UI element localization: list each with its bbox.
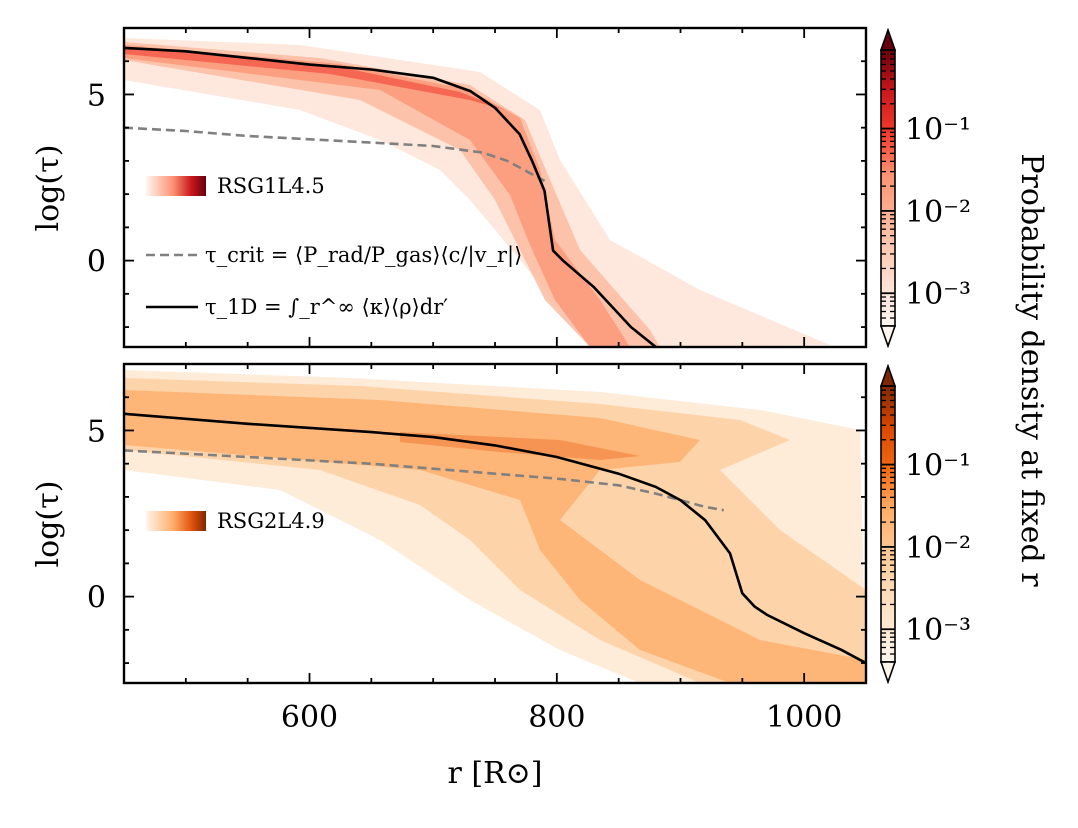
colorbar-bottom-tick-label: 10⁻³ xyxy=(905,613,971,648)
legend-swatch-rsg2 xyxy=(146,511,206,531)
legend-label-tcrit: τ_crit = ⟨P_rad/P_gas⟩⟨c/|v_r|⟩ xyxy=(205,243,522,268)
legend-label-rsg1: RSG1L4.5 xyxy=(217,174,325,198)
xtick-label: 600 xyxy=(281,700,338,735)
colorbar-bottom-extend-max xyxy=(879,363,897,387)
colorbar-top-tick-label: 10⁻² xyxy=(905,195,971,230)
xtick-label: 1000 xyxy=(766,700,842,735)
colorbar-bottom-body xyxy=(880,385,896,663)
top-heatmap xyxy=(124,38,830,347)
top-ytick-label: 0 xyxy=(87,245,106,280)
colorbar-bottom-tick-label: 10⁻² xyxy=(905,531,971,566)
top-density-core xyxy=(124,45,630,347)
colorbar-top-tick-label: 10⁻³ xyxy=(905,277,971,312)
bottom-heatmap xyxy=(124,370,866,683)
top-density-halo xyxy=(124,38,830,347)
top-density-peak xyxy=(124,47,505,110)
bottom-t1d-line xyxy=(124,412,866,665)
colorbar-bottom-ticks: 10⁻¹ 10⁻² 10⁻³ xyxy=(881,385,971,663)
bottom-ylabel: log(τ) xyxy=(31,481,66,568)
colorbar-top: 10⁻¹ 10⁻² 10⁻³ xyxy=(879,27,971,349)
legend-swatch-rsg1 xyxy=(146,176,206,196)
legend-label-rsg2: RSG2L4.9 xyxy=(217,509,325,533)
colorbar-bottom-extend-min xyxy=(879,661,897,685)
colorbar-top-ticks: 10⁻¹ 10⁻² 10⁻³ xyxy=(881,49,971,327)
colorbar-bottom: 10⁻¹ 10⁻² 10⁻³ xyxy=(879,363,971,685)
colorbar-label: Probability density at fixed r xyxy=(1014,153,1049,587)
bottom-ytick-label: 5 xyxy=(87,414,106,449)
top-ylabel: log(τ) xyxy=(31,145,66,232)
bottom-ytick-labels: 50 xyxy=(87,414,106,615)
top-ytick-label: 5 xyxy=(87,78,106,113)
bottom-density-core xyxy=(124,390,866,683)
top-t1d-line xyxy=(124,46,657,347)
colorbar-top-tick-label: 10⁻¹ xyxy=(905,113,971,148)
bottom-xtick-labels: 600 800 1000 xyxy=(281,700,842,735)
bottom-density-peak xyxy=(400,432,640,460)
bottom-ticks xyxy=(123,364,867,683)
colorbar-top-body xyxy=(880,49,896,327)
colorbar-top-extend-max xyxy=(879,27,897,51)
top-tcrit-line xyxy=(124,126,546,183)
legend-label-t1d: τ_1D = ∫_r^∞ ⟨κ⟩⟨ρ⟩dr′ xyxy=(205,295,448,319)
top-ytick-labels: 50 xyxy=(87,78,106,279)
bottom-tcrit-line xyxy=(124,449,725,512)
xlabel: r [R⊙] xyxy=(447,756,542,791)
xtick-label: 800 xyxy=(528,700,585,735)
top-panel: 50 log(τ) RSG1L4.5 τ_crit = ⟨P_rad/P_gas… xyxy=(31,26,868,349)
bottom-ytick-label: 0 xyxy=(87,581,106,616)
bottom-panel: 50 600 800 1000 log(τ) r [R⊙] RSG2L4.9 xyxy=(31,362,868,791)
colorbar-top-extend-min xyxy=(879,325,897,349)
colorbar-bottom-tick-label: 10⁻¹ xyxy=(905,449,971,484)
top-ticks xyxy=(123,28,867,347)
